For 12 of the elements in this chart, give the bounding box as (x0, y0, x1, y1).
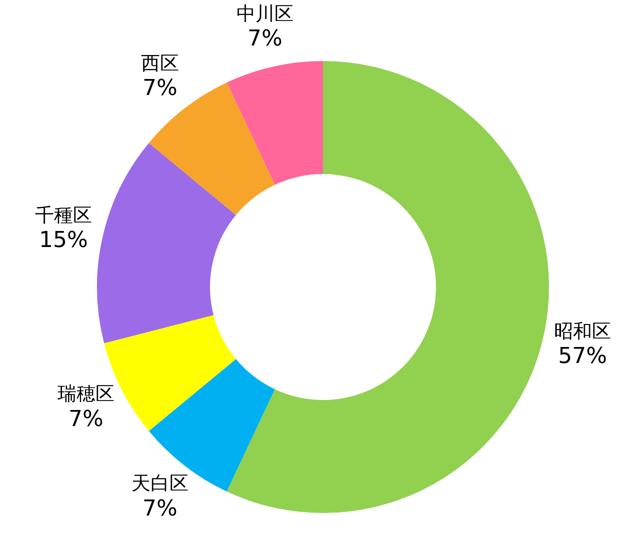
slice-label: 瑞穂区 (57, 383, 114, 406)
slice-label: 西区 (140, 52, 179, 74)
data-label: 7% (248, 26, 282, 52)
data-label: 7% (68, 406, 104, 432)
data-label: 7% (142, 76, 178, 102)
slice-label: 中川区 (236, 2, 294, 25)
data-label: 7% (142, 496, 178, 522)
slice-label: 昭和区 (554, 320, 612, 342)
data-label: 15% (38, 228, 88, 254)
data-label: 57% (558, 344, 608, 370)
slice-label: 天白区 (131, 472, 188, 495)
slice-label: 千種区 (34, 204, 92, 226)
